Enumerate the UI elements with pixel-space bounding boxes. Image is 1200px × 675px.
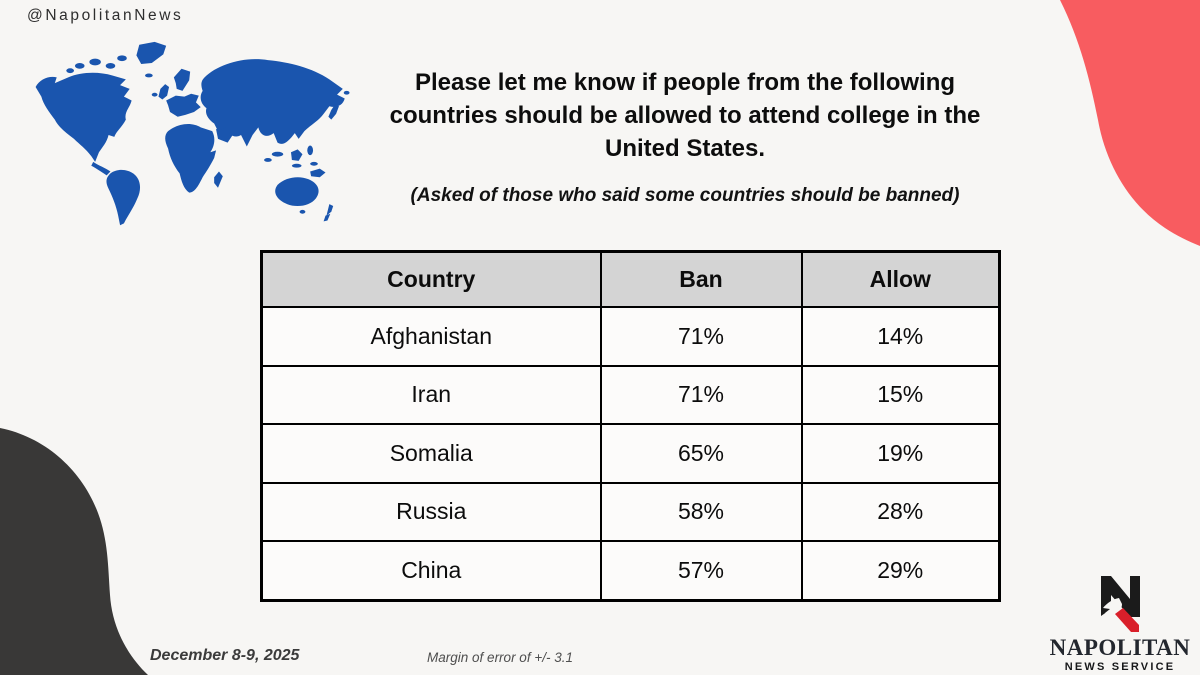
country-cell: Iran bbox=[260, 364, 602, 425]
poll-results-table: Country Ban Allow Afghanistan 71% 14% Ir… bbox=[260, 250, 1001, 602]
table-row: Afghanistan 71% 14% bbox=[260, 306, 1001, 367]
ban-cell: 71% bbox=[599, 306, 803, 367]
brand-tagline: NEWS SERVICE bbox=[1064, 661, 1176, 673]
column-header-country: Country bbox=[260, 250, 602, 308]
ban-cell: 71% bbox=[599, 364, 803, 425]
table-header-row: Country Ban Allow bbox=[260, 250, 1001, 308]
red-corner-blob-icon bbox=[1060, 0, 1200, 246]
table-row: Iran 71% 15% bbox=[260, 364, 1001, 425]
allow-cell: 15% bbox=[800, 364, 1001, 425]
table-row: Somalia 65% 19% bbox=[260, 423, 1001, 484]
country-cell: Russia bbox=[260, 481, 602, 542]
table-row: Russia 58% 28% bbox=[260, 481, 1001, 542]
poll-date: December 8-9, 2025 bbox=[150, 647, 300, 664]
country-cell: Afghanistan bbox=[260, 306, 602, 367]
poll-question-title: Please let me know if people from the fo… bbox=[389, 69, 981, 162]
ban-cell: 58% bbox=[599, 481, 803, 542]
margin-of-error: Margin of error of +/- 3.1 bbox=[427, 650, 573, 665]
table-row: China 57% 29% bbox=[260, 540, 1001, 601]
allow-cell: 28% bbox=[800, 481, 1001, 542]
column-header-ban: Ban bbox=[599, 250, 803, 308]
allow-cell: 29% bbox=[800, 540, 1001, 601]
country-cell: Somalia bbox=[260, 423, 602, 484]
napolitan-eagle-n-icon bbox=[1101, 576, 1140, 632]
ban-cell: 57% bbox=[599, 540, 803, 601]
dark-corner-blob-icon bbox=[0, 428, 148, 675]
world-map-icon bbox=[35, 41, 350, 226]
social-handle: @NapolitanNews bbox=[27, 7, 184, 24]
brand-name: NAPOLITAN bbox=[1049, 635, 1191, 660]
country-cell: China bbox=[260, 540, 602, 601]
headline-block: Please let me know if people from the fo… bbox=[335, 66, 1035, 207]
ban-cell: 65% bbox=[599, 423, 803, 484]
column-header-allow: Allow bbox=[800, 250, 1001, 308]
napolitan-logo: NAPOLITAN NEWS SERVICE bbox=[1040, 574, 1200, 673]
poll-question-subtitle: (Asked of those who said some countries … bbox=[410, 185, 960, 206]
allow-cell: 19% bbox=[800, 423, 1001, 484]
allow-cell: 14% bbox=[800, 306, 1001, 367]
